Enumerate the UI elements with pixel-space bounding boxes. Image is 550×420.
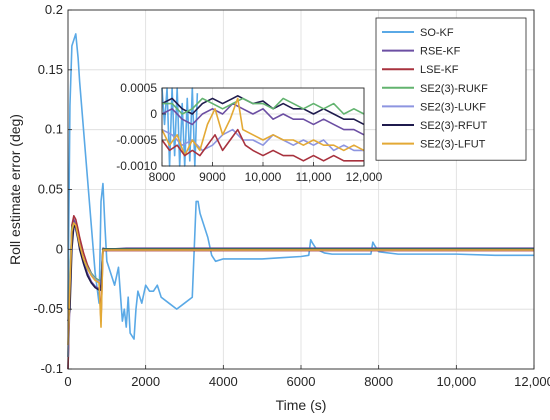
main-series — [67, 33, 534, 370]
main-x-tick-label: 4000 — [209, 374, 238, 389]
legend-entry-se2-3-rukf: SE2(3)-RUKF — [382, 83, 488, 95]
legend-entry-se2-3-lfut: SE2(3)-LFUT — [382, 139, 486, 151]
inset-series-rse-kf — [161, 102, 365, 136]
main-y-tick-label: 0.15 — [38, 62, 63, 77]
inset-series — [161, 87, 365, 167]
legend-label: LSE-KF — [420, 64, 459, 76]
legend-label: SE2(3)-RFUT — [420, 120, 488, 132]
inset-series-se2-3-rfut — [161, 95, 365, 126]
legend-entry-so-kf: SO-KF — [382, 27, 454, 39]
main-x-tick-label: 12,000 — [514, 374, 550, 389]
inset-ticks: 8000 9000 10,000 11,000 12,000 -0.0010 -0.0005… — [116, 81, 382, 184]
legend-label: SE2(3)-RUKF — [420, 83, 488, 95]
legend-box — [375, 17, 527, 161]
main-ticks: 0 2000 4000 6000 8000 10,000 12,000 -0.1 -0.05 0 0… — [33, 2, 550, 389]
main-y-tick-label: 0.1 — [45, 122, 63, 137]
inset-x-tick-label: 8000 — [149, 170, 176, 184]
y-axis-title: Roll estimate error (deg) — [7, 114, 23, 265]
inset-series-se2-3-lfut — [161, 97, 365, 157]
inset-x-tick-label: 9000 — [199, 170, 226, 184]
main-y-tick-label: 0.05 — [38, 182, 63, 197]
main-x-tick-label: 0 — [64, 374, 71, 389]
legend-label: SO-KF — [420, 27, 454, 39]
main-y-tick-label: -0.1 — [41, 361, 63, 376]
main-series-so-kf — [67, 33, 534, 340]
main-series-se2-3-lfut — [67, 222, 534, 346]
main-x-tick-label: 2000 — [131, 374, 160, 389]
main-y-tick-label: 0 — [56, 241, 63, 256]
inset-plot: 8000 9000 10,000 11,000 12,000 -0.0010 -0.0005… — [116, 81, 382, 184]
x-axis-title: Time (s) — [276, 397, 327, 413]
inset-x-tick-label: 10,000 — [245, 170, 282, 184]
main-y-tick-label: 0.2 — [45, 2, 63, 17]
inset-series-se2-3-rukf — [162, 97, 365, 115]
legend-label: SE2(3)-LFUT — [420, 139, 486, 151]
legend-entry-rse-kf: RSE-KF — [382, 46, 461, 58]
inset-y-tick-label: 0.0005 — [120, 81, 157, 95]
legend-label: RSE-KF — [420, 46, 461, 58]
legend: SO-KF RSE-KF LSE-KF SE2(3)-RUKF SE2(3)-LUKF S… — [375, 17, 527, 161]
legend-entry-lse-kf: LSE-KF — [382, 64, 459, 76]
inset-y-tick-label: 0 — [150, 107, 157, 121]
main-x-tick-label: 6000 — [287, 374, 316, 389]
main-y-tick-label: -0.05 — [33, 301, 63, 316]
inset-x-tick-label: 12,000 — [346, 170, 383, 184]
inset-series-lse-kf — [161, 128, 364, 162]
legend-entry-se2-3-rfut: SE2(3)-RFUT — [382, 120, 488, 132]
legend-label: SE2(3)-LUKF — [420, 101, 486, 113]
main-x-tick-label: 8000 — [364, 374, 393, 389]
inset-x-tick-label: 11,000 — [296, 170, 332, 184]
inset-y-tick-label: -0.0005 — [116, 133, 157, 147]
main-x-tick-label: 10,000 — [436, 374, 476, 389]
legend-entry-se2-3-lukf: SE2(3)-LUKF — [382, 101, 486, 113]
inset-y-tick-label: -0.0010 — [116, 159, 157, 173]
